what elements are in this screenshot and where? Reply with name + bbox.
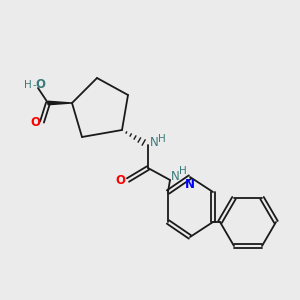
- Text: N: N: [150, 136, 158, 149]
- Text: H: H: [24, 80, 32, 90]
- Polygon shape: [48, 101, 72, 105]
- Text: H: H: [158, 134, 166, 144]
- Text: N: N: [171, 169, 179, 182]
- Text: H: H: [179, 166, 187, 176]
- Text: N: N: [185, 178, 195, 190]
- Text: O: O: [115, 173, 125, 187]
- Text: -: -: [32, 80, 36, 90]
- Text: O: O: [35, 79, 45, 92]
- Text: O: O: [30, 116, 40, 128]
